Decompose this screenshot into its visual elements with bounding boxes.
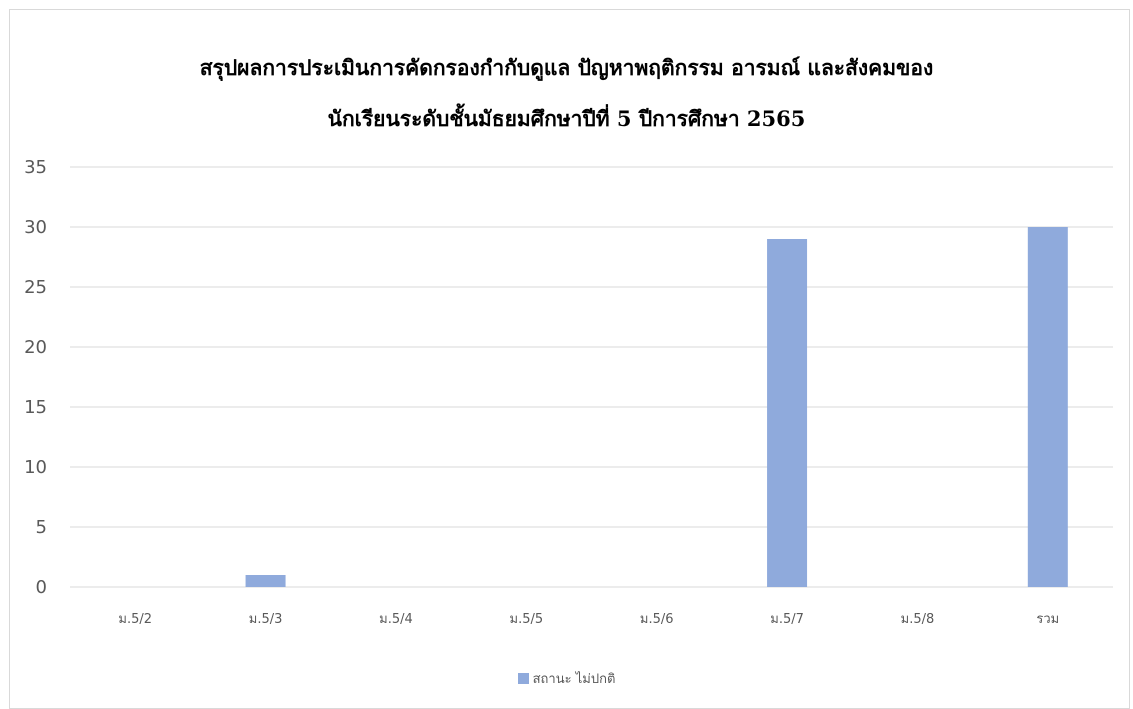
- bar-2: [245, 575, 286, 587]
- x-category-label: ม.5/7: [770, 612, 804, 627]
- y-tick-label: 15: [24, 397, 47, 418]
- x-category-label: รวม: [1036, 612, 1059, 627]
- y-tick-label: 0: [36, 577, 47, 598]
- y-tick-label: 10: [24, 457, 47, 478]
- y-tick-label: 30: [24, 217, 47, 238]
- bar-8: [1027, 227, 1068, 587]
- y-tick-label: 20: [24, 337, 47, 358]
- y-tick-label: 5: [36, 517, 47, 538]
- chart-title-line-1: สรุปผลการประเมินการคัดกรองกำกับดูแล ปัญห…: [199, 55, 934, 80]
- legend-swatch: [517, 673, 529, 684]
- x-category-label: ม.5/8: [901, 612, 935, 627]
- chart-frame: [9, 9, 1130, 709]
- legend: สถานะ ไม่ปกติ: [0, 668, 1133, 689]
- x-category-label: ม.5/6: [640, 612, 674, 627]
- bar-6: [767, 239, 808, 587]
- chart-title-line-2: นักเรียนระดับชั้นมัธยมศึกษาปีที่ 5 ปีการ…: [327, 106, 806, 131]
- legend-label: สถานะ ไม่ปกติ: [532, 672, 616, 687]
- x-category-label: ม.5/2: [118, 612, 152, 627]
- x-category-label: ม.5/5: [510, 612, 544, 627]
- y-tick-label: 35: [24, 157, 47, 178]
- x-category-label: ม.5/4: [379, 612, 413, 627]
- y-tick-label: 25: [24, 277, 47, 298]
- x-category-label: ม.5/3: [249, 612, 283, 627]
